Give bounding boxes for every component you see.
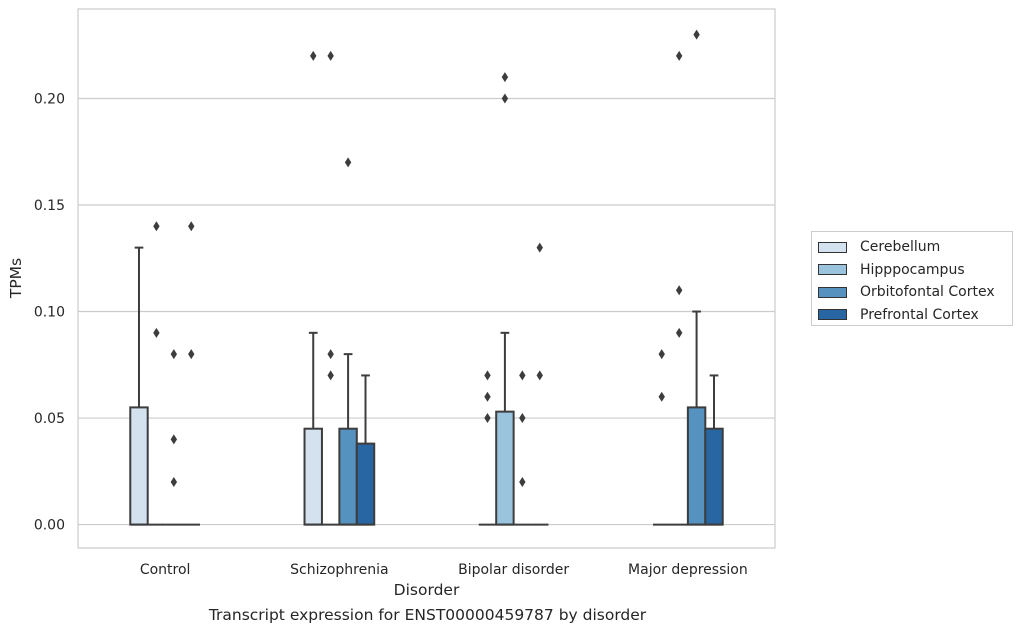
legend-swatch xyxy=(818,264,847,276)
box-rect xyxy=(704,427,724,526)
grid-lines xyxy=(78,97,775,526)
outlier-point xyxy=(675,327,683,338)
legend: Cerebellum Hipppocampus Orbitofontal Cor… xyxy=(811,231,1013,326)
outlier-point xyxy=(519,370,526,381)
y-tick-label: 0.00 xyxy=(34,518,65,534)
box-1-3 xyxy=(355,374,376,526)
box-1-1 xyxy=(321,50,340,526)
legend-label: Cerebellum xyxy=(860,239,941,256)
outlier-point xyxy=(153,221,160,232)
legend-label: Hipppocampus xyxy=(860,261,965,278)
box-3-3 xyxy=(704,374,724,526)
outlier-point xyxy=(658,349,665,360)
outlier-point xyxy=(675,285,683,296)
box-2-2 xyxy=(513,370,532,526)
box-0-2 xyxy=(165,349,183,526)
outlier-point xyxy=(170,434,178,445)
legend-label: Orbitofontal Cortex xyxy=(860,284,995,301)
legend-item-orbitofrontal-cortex: Orbitofontal Cortex xyxy=(818,281,1012,304)
box-3-1 xyxy=(670,50,688,526)
outlier-point xyxy=(693,29,700,40)
box-0-1 xyxy=(147,221,166,526)
box-marks xyxy=(129,29,724,526)
outlier-point xyxy=(170,349,178,360)
y-tick-label: 0.15 xyxy=(34,198,65,214)
box-rect xyxy=(686,406,707,526)
x-tick-label: Major depression xyxy=(628,562,748,578)
box-1-0 xyxy=(303,50,323,526)
axis-ticks: 0.00 0.05 0.10 0.15 0.20 Control Schizophrenia… xyxy=(34,91,748,578)
outlier-point xyxy=(327,349,334,360)
outlier-point xyxy=(484,413,491,424)
box-1-2 xyxy=(338,157,358,526)
outlier-point xyxy=(675,50,683,61)
plot-frame xyxy=(77,8,776,549)
box-rect xyxy=(355,442,376,526)
y-tick-label: 0.05 xyxy=(34,411,65,427)
outlier-point xyxy=(519,476,526,487)
outlier-point xyxy=(536,242,543,253)
box-3-2 xyxy=(686,29,707,526)
outlier-point xyxy=(484,370,491,381)
x-tick-label: Bipolar disorder xyxy=(458,562,569,578)
box-0-0 xyxy=(129,246,149,526)
legend-label: Prefrontal Cortex xyxy=(860,306,979,323)
box-2-3 xyxy=(531,242,549,526)
box-rect xyxy=(129,406,149,526)
box-3-0 xyxy=(653,349,671,526)
x-tick-label: Schizophrenia xyxy=(290,562,388,578)
box-2-1 xyxy=(495,72,515,526)
outlier-point xyxy=(188,349,195,360)
y-tick-label: 0.10 xyxy=(34,305,65,321)
box-rect xyxy=(338,427,358,526)
y-tick-label: 0.20 xyxy=(34,91,65,107)
outlier-point xyxy=(327,370,334,381)
legend-swatch xyxy=(818,241,847,253)
legend-swatch xyxy=(818,309,847,321)
x-axis-label: Disorder xyxy=(394,581,460,599)
outlier-point xyxy=(519,413,526,424)
box-rect xyxy=(303,427,323,526)
box-2-0 xyxy=(478,370,497,526)
outlier-point xyxy=(153,327,160,338)
outlier-point xyxy=(188,221,195,232)
y-axis-label: TPMs xyxy=(7,258,25,299)
outlier-point xyxy=(484,391,491,402)
box-rect xyxy=(495,410,515,526)
chart-caption: Transcript expression for ENST0000045978… xyxy=(208,606,647,624)
legend-swatch xyxy=(818,286,847,298)
box-0-3 xyxy=(182,221,200,526)
outlier-point xyxy=(501,72,509,83)
x-tick-label: Control xyxy=(140,562,191,578)
outlier-point xyxy=(501,93,509,104)
outlier-point xyxy=(310,50,317,61)
outlier-point xyxy=(170,476,178,487)
outlier-point xyxy=(327,50,334,61)
outlier-point xyxy=(344,157,352,168)
outlier-point xyxy=(536,370,543,381)
legend-item-cerebellum: Cerebellum xyxy=(818,236,1012,259)
legend-item-prefrontal-cortex: Prefrontal Cortex xyxy=(818,304,1012,327)
legend-item-hippocampus: Hipppocampus xyxy=(818,259,1012,282)
outlier-point xyxy=(658,391,665,402)
